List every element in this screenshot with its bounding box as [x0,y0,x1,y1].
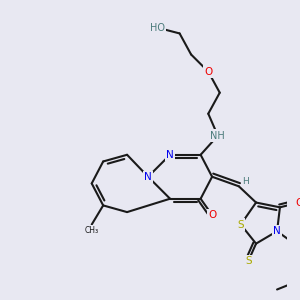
Text: S: S [237,220,244,230]
Text: N: N [166,150,174,160]
Text: O: O [204,67,212,77]
Text: S: S [245,256,252,266]
Text: HO: HO [150,23,165,33]
Text: CH₃: CH₃ [85,226,99,235]
Text: H: H [242,177,249,186]
Text: N: N [144,172,152,182]
Text: N: N [273,226,281,236]
Text: NH: NH [211,131,225,141]
Text: O: O [208,210,216,220]
Text: O: O [295,197,300,208]
